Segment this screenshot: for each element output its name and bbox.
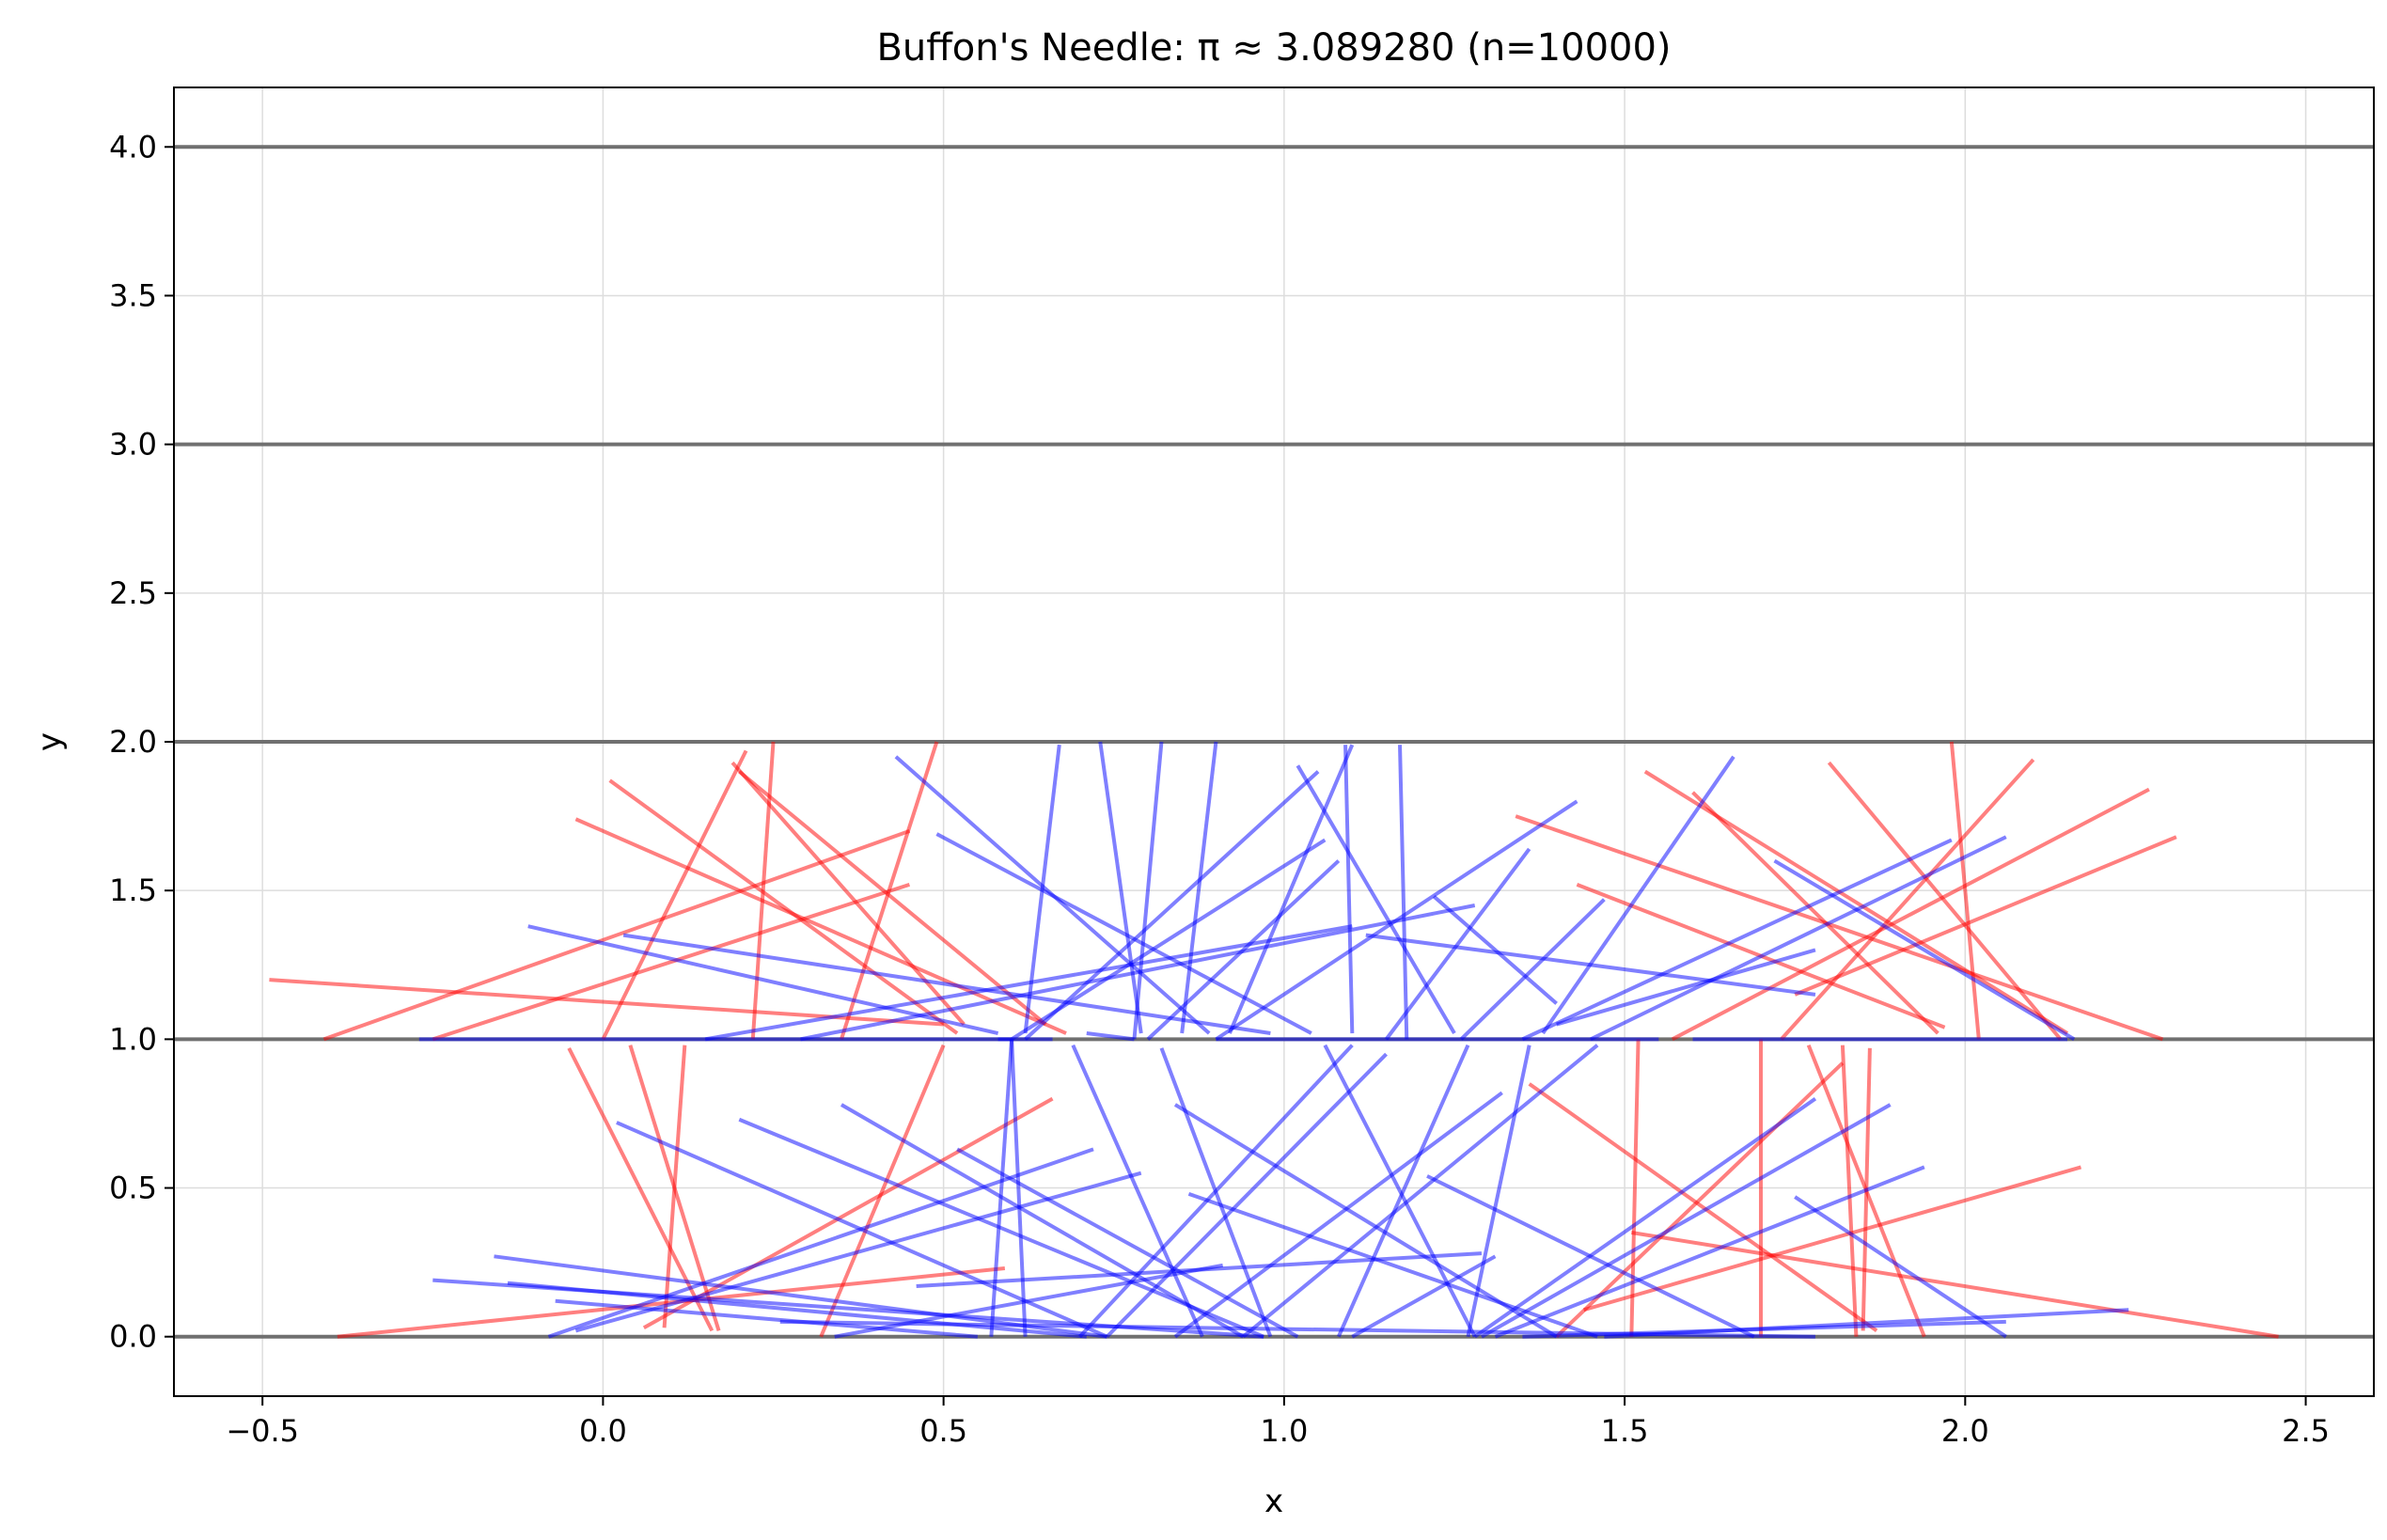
x-tick-label: 0.5 <box>919 1413 967 1449</box>
crossing-needle <box>1671 787 2150 1042</box>
crossing-needle <box>738 770 1047 1027</box>
non-crossing-needle <box>1589 835 2007 1042</box>
non-crossing-needle <box>1466 1045 1531 1338</box>
non-crossing-needle <box>1010 1039 1028 1337</box>
crossing-needle <box>1840 1045 1859 1337</box>
non-crossing-needle <box>1336 1044 1470 1338</box>
non-crossing-needle <box>1146 859 1341 1041</box>
crossing-needle <box>574 817 1067 1035</box>
y-axis-ticks: 0.0 0.5 1.0 1.5 2.0 2.5 3.0 3.5 4.0 <box>109 129 174 1355</box>
non-crossing-needle <box>1480 1103 1892 1339</box>
crossing-needle <box>642 1096 1054 1329</box>
non-crossing-needle <box>738 1117 1264 1339</box>
crossing-needle <box>750 741 776 1040</box>
non-crossing-needle <box>1343 745 1355 1034</box>
non-crossing-needle <box>1323 1044 1477 1338</box>
y-tick-label: 0.5 <box>109 1171 157 1206</box>
crossing-needle <box>1780 758 2035 1041</box>
non-crossing-needle <box>1384 847 1531 1041</box>
y-tick-label: 1.0 <box>109 1021 157 1057</box>
crossing-needle <box>1555 1061 1845 1339</box>
y-tick-label: 3.0 <box>109 427 157 463</box>
x-tick-label: 2.0 <box>1941 1413 1989 1449</box>
crossing-needle <box>1631 1231 2279 1339</box>
crossing-needle <box>1528 1082 1878 1333</box>
x-axis-ticks: −0.5 0.0 0.5 1.0 1.5 2.0 2.5 <box>226 1396 2330 1449</box>
x-tick-label: 1.5 <box>1601 1413 1649 1449</box>
crossing-needle <box>322 829 911 1042</box>
non-crossing-needle <box>1432 895 1558 1005</box>
non-crossing-needle <box>956 1147 1299 1339</box>
y-tick-label: 4.0 <box>109 129 157 165</box>
crossing-needle <box>819 1044 946 1338</box>
crossing-needle <box>840 741 939 1040</box>
x-tick-label: 0.0 <box>579 1413 627 1449</box>
non-crossing-needle <box>989 1039 1014 1337</box>
non-crossing-needle <box>1159 1047 1273 1338</box>
plot-area <box>173 86 2375 1397</box>
non-crossing-needle <box>1604 1308 2129 1339</box>
crossing-needle <box>1691 791 1939 1035</box>
crossing-needle <box>601 749 748 1041</box>
non-crossing-needle <box>1556 948 1816 1027</box>
non-crossing-needle <box>1228 744 1355 1034</box>
non-crossing-needle <box>840 1103 1245 1339</box>
crossing-needle <box>1515 814 2164 1042</box>
non-crossing-needle <box>1215 799 1578 1042</box>
y-tick-label: 2.5 <box>109 575 157 611</box>
non-crossing-needle <box>1473 1096 1817 1339</box>
crossing-needle <box>1629 1039 1641 1337</box>
x-axis-label: x <box>1264 1483 1283 1520</box>
x-tick-label: −0.5 <box>226 1413 299 1449</box>
non-crossing-needle <box>1494 1165 1925 1339</box>
x-tick-label: 2.5 <box>2282 1413 2330 1449</box>
non-crossing-needle <box>1132 741 1164 1040</box>
crossing-needle <box>1583 1165 2082 1312</box>
y-tick-label: 2.0 <box>109 724 157 760</box>
non-crossing-needle <box>1173 1091 1503 1339</box>
crossing-needle <box>1794 835 2177 997</box>
non-crossing-needle <box>1521 838 1953 1042</box>
non-crossing-needle <box>1098 741 1143 1034</box>
non-crossing-needle <box>779 1319 1815 1339</box>
non-crossing-needle <box>1541 755 1735 1035</box>
non-crossing-needle <box>935 832 1312 1035</box>
crossing-needle <box>608 778 959 1035</box>
non-crossing-needle <box>555 1298 979 1339</box>
non-crossing-needle <box>1351 1254 1497 1339</box>
crossing-needle <box>432 882 911 1042</box>
non-crossing-needle <box>622 933 1271 1036</box>
non-crossing-needle <box>1242 1044 1599 1339</box>
y-tick-label: 1.5 <box>109 872 157 908</box>
non-crossing-needle <box>1173 1103 1558 1339</box>
non-crossing-needle <box>1086 1031 1135 1042</box>
y-tick-label: 0.0 <box>109 1319 157 1355</box>
non-crossing-needle <box>916 1251 1483 1288</box>
y-tick-label: 3.5 <box>109 277 157 313</box>
non-crossing-needle <box>1296 764 1456 1035</box>
non-crossing-needle <box>1398 745 1409 1040</box>
x-tick-label: 1.0 <box>1260 1413 1308 1449</box>
non-crossing-needle <box>1106 1052 1388 1339</box>
non-crossing-needle <box>1459 898 1606 1041</box>
non-crossing-needle <box>1187 1191 1598 1339</box>
chart-title: Buffon's Needle: π ≈ 3.089280 (n=10000) <box>876 26 1671 70</box>
non-crossing-needle <box>1773 858 2076 1042</box>
non-crossing-needle <box>1071 1044 1204 1338</box>
needles <box>269 741 2279 1339</box>
y-axis-label: y <box>31 732 69 751</box>
non-crossing-needle <box>1365 933 1816 997</box>
non-crossing-needle <box>1794 1195 2007 1339</box>
non-crossing-needle <box>1024 770 1320 1041</box>
crossing-needle <box>1949 741 1981 1040</box>
non-crossing-needle <box>704 924 1353 1042</box>
non-crossing-needle <box>1180 741 1218 1034</box>
crossing-needle <box>1827 761 2063 1041</box>
non-crossing-needle <box>1023 744 1061 1034</box>
